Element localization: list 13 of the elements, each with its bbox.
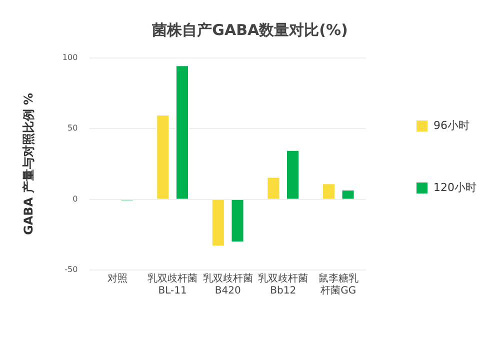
y-tick-label: 50 — [67, 124, 78, 133]
y-tick-label: 0 — [72, 194, 78, 204]
chart-title: 菌株自产GABA数量对比(%) — [151, 20, 348, 39]
x-tick-label: 鼠李糖乳杆菌GG — [318, 272, 358, 297]
x-tick-label: 乳双歧杆菌 Bb12 — [258, 272, 308, 297]
y-tick-label: -50 — [64, 265, 78, 274]
legend-label: 96小时 — [434, 118, 470, 132]
legend-label: 120小时 — [434, 180, 476, 194]
x-tick-label: 乳双歧杆菌 B420 — [202, 272, 253, 297]
y-axis-title: GABA 产量与对照比例 % — [21, 93, 36, 235]
y-tick-label: 100 — [62, 53, 78, 62]
x-tick-label: 对照 — [107, 272, 128, 285]
x-tick-label: 乳双歧杆菌 BL-11 — [148, 272, 198, 297]
